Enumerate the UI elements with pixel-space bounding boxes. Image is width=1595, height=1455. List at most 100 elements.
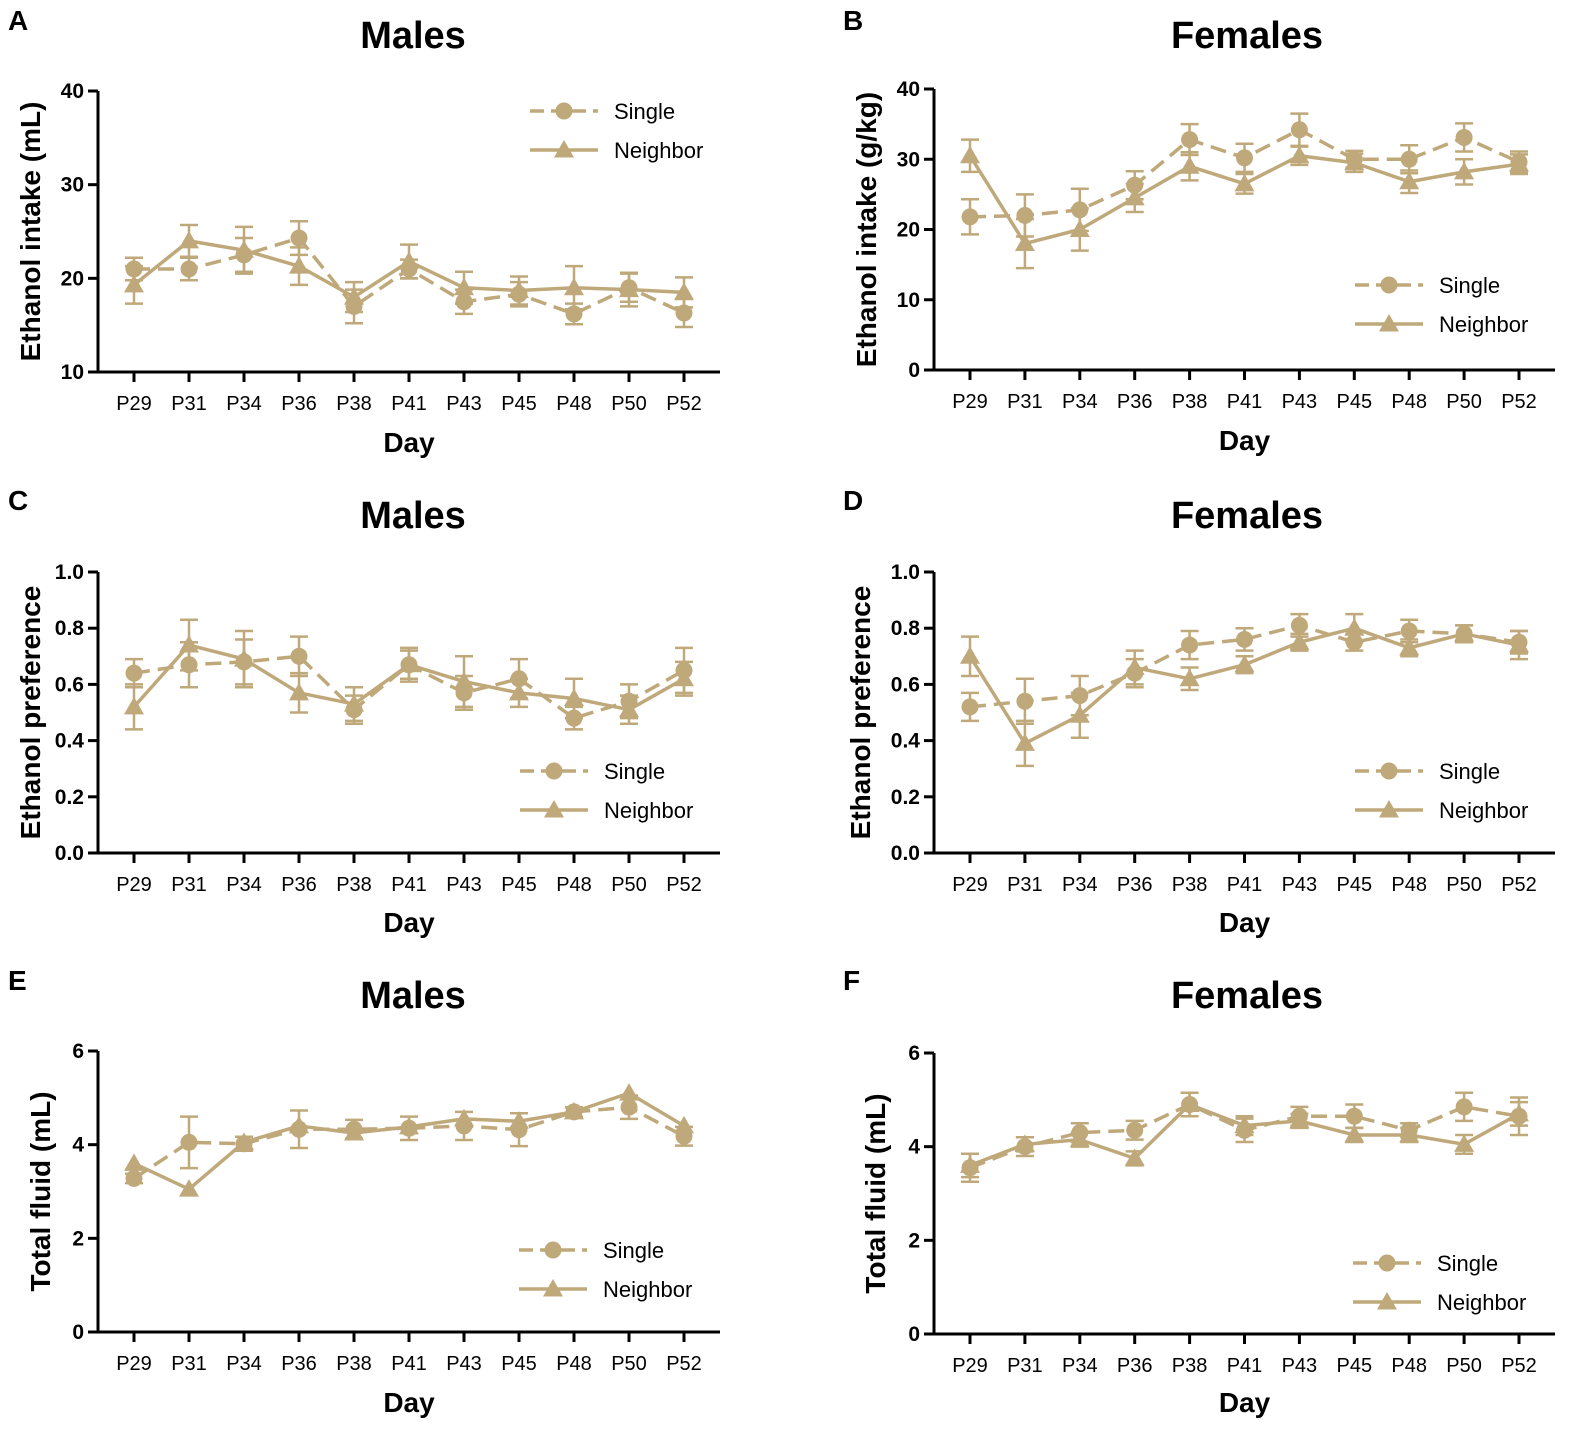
- legend: Single Neighbor: [530, 99, 703, 163]
- x-tick-label: P41: [391, 874, 427, 896]
- data-point: [564, 277, 584, 296]
- x-tick-label: P45: [501, 1353, 537, 1375]
- x-tick-label: P31: [1007, 391, 1043, 413]
- legend-marker: [544, 800, 564, 818]
- data-point: [1289, 145, 1310, 164]
- x-tick-label: P50: [1446, 874, 1482, 896]
- data-point: [1399, 171, 1420, 190]
- series-neighbor: [960, 612, 1529, 768]
- data-point: [1179, 1094, 1200, 1113]
- x-tick-label: P34: [1062, 391, 1098, 413]
- panel-letter: F: [843, 965, 860, 996]
- x-tick-label: P41: [391, 393, 427, 415]
- legend-marker: [1378, 1254, 1396, 1272]
- data-point: [234, 240, 254, 258]
- y-tick-label: 10: [897, 289, 920, 312]
- legend: Single Neighbor: [519, 1238, 692, 1302]
- data-point: [454, 671, 474, 690]
- data-point: [1400, 622, 1418, 640]
- data-point: [1181, 131, 1199, 149]
- x-tick-label: P31: [171, 874, 207, 896]
- x-tick-label: P38: [1172, 1355, 1208, 1377]
- x-tick-label: P43: [446, 1353, 482, 1375]
- chart-title: Males: [360, 975, 466, 1017]
- series-neighbor: [124, 618, 694, 731]
- data-point: [1014, 733, 1035, 751]
- x-tick-label: P36: [281, 393, 317, 415]
- x-tick-label: P29: [952, 391, 988, 413]
- x-tick-label: P36: [1117, 391, 1153, 413]
- data-point: [234, 1132, 254, 1150]
- x-tick-label: P50: [1446, 391, 1482, 413]
- y-tick-label: 0.0: [891, 842, 920, 865]
- y-tick-label: 0: [72, 1321, 84, 1344]
- legend-label: Neighbor: [1437, 1290, 1526, 1315]
- x-tick-label: P43: [1282, 874, 1318, 896]
- y-tick-label: 40: [61, 80, 84, 103]
- x-tick-label: P43: [446, 874, 482, 896]
- y-tick-label: 20: [61, 267, 84, 290]
- y-axis-label: Ethanol preference: [15, 586, 46, 840]
- legend-marker: [545, 762, 563, 780]
- legend-label: Single: [603, 1238, 664, 1263]
- data-point: [675, 304, 693, 322]
- legend: Single Neighbor: [1355, 273, 1528, 337]
- y-axis-label: Ethanol intake (mL): [15, 102, 46, 362]
- data-point: [960, 145, 980, 164]
- data-point: [1179, 156, 1200, 174]
- x-tick-label: P29: [116, 393, 152, 415]
- x-tick-label: P29: [952, 874, 988, 896]
- chart-title: Females: [1171, 15, 1323, 57]
- data-point: [620, 1098, 638, 1116]
- data-point: [1236, 630, 1253, 648]
- y-tick-label: 1.0: [55, 561, 84, 584]
- y-axis-label: Total fluid (mL): [860, 1093, 891, 1293]
- panel-letter: A: [8, 5, 28, 36]
- series-single: [961, 1091, 1528, 1184]
- data-point: [125, 1169, 143, 1187]
- x-axis-label: Day: [1219, 907, 1271, 938]
- x-tick-label: P45: [501, 874, 537, 896]
- data-point: [509, 280, 529, 299]
- x-tick-label: P36: [1117, 874, 1153, 896]
- chart-title: Females: [1171, 975, 1323, 1017]
- x-tick-label: P29: [116, 1353, 152, 1375]
- x-tick-label: P34: [226, 393, 262, 415]
- data-point: [509, 682, 529, 701]
- x-tick-label: P41: [1227, 874, 1263, 896]
- chart-title: Males: [360, 15, 466, 57]
- data-point: [1289, 1110, 1310, 1129]
- data-point: [290, 229, 308, 247]
- legend-label: Single: [1439, 273, 1500, 298]
- x-tick-label: P52: [1501, 874, 1537, 896]
- data-point: [619, 1083, 639, 1101]
- data-point: [399, 654, 419, 673]
- x-tick-label: P45: [501, 393, 537, 415]
- x-axis-label: Day: [383, 427, 435, 458]
- x-tick-label: P38: [1172, 874, 1208, 896]
- y-tick-label: 20: [897, 219, 920, 242]
- data-point: [289, 1115, 309, 1134]
- x-tick-label: P45: [1337, 391, 1373, 413]
- data-point: [1069, 219, 1090, 237]
- y-tick-label: 0.4: [55, 730, 85, 753]
- data-point: [454, 1108, 474, 1127]
- panel-e: E Males 0 2 4 6 P29 P31 P34 P36 P38 P41 P43 P45 P48 P50…: [8, 965, 720, 1418]
- legend-marker: [554, 140, 574, 158]
- x-tick-label: P45: [1337, 874, 1373, 896]
- x-tick-label: P34: [226, 874, 262, 896]
- data-point: [1455, 128, 1473, 146]
- data-point: [1344, 152, 1365, 171]
- data-point: [564, 1101, 584, 1120]
- data-point: [1290, 616, 1308, 634]
- data-point: [1345, 1107, 1363, 1125]
- data-point: [1124, 187, 1145, 206]
- legend-marker: [1380, 276, 1398, 294]
- data-point: [1234, 1115, 1255, 1134]
- y-tick-label: 2: [908, 1229, 920, 1252]
- data-point: [1509, 1103, 1529, 1122]
- x-tick-label: P36: [281, 874, 317, 896]
- x-tick-label: P50: [611, 393, 647, 415]
- x-tick-label: P31: [171, 1353, 207, 1375]
